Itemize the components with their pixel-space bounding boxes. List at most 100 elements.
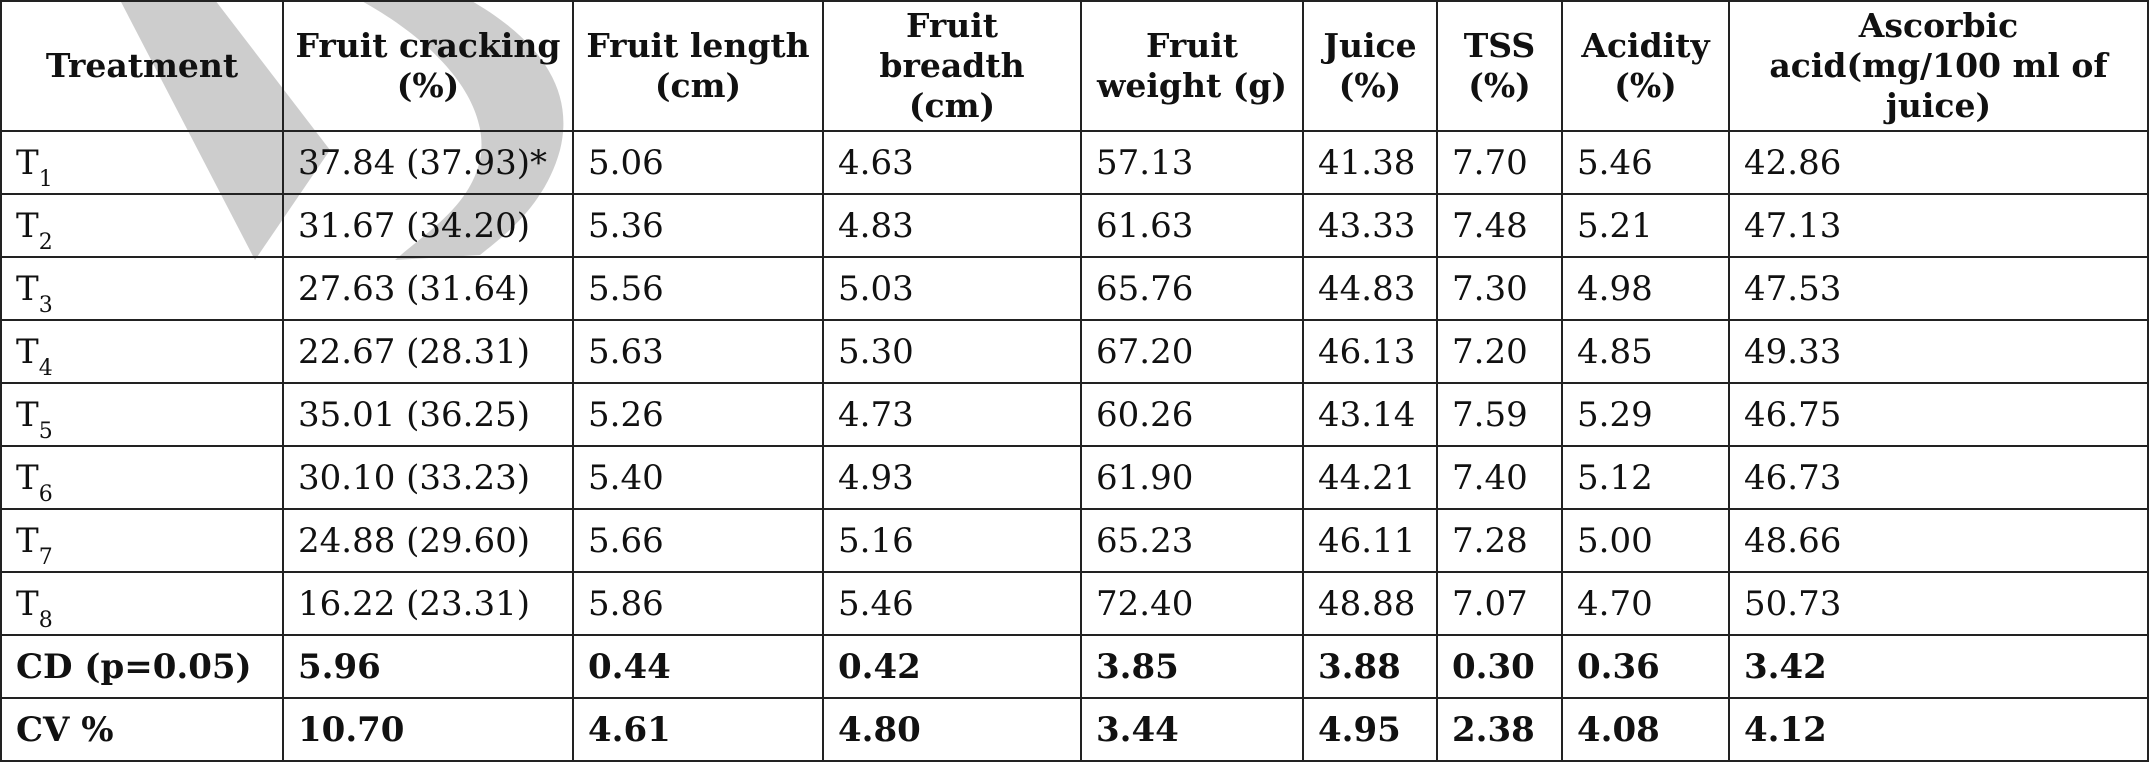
treatment-label: T <box>16 205 39 246</box>
fruit-length-cell: 5.40 <box>572 445 824 510</box>
fruit-length-cell: 5.56 <box>572 256 824 321</box>
table-row: T3 27.63 (31.64) 5.56 5.03 65.76 44.83 7… <box>0 256 2149 321</box>
ascorbic-acid-cell: 48.66 <box>1728 508 2149 573</box>
fruit-weight-cell: 57.13 <box>1080 130 1304 195</box>
juice-cell: 48.88 <box>1302 571 1438 636</box>
tss-cell: 7.07 <box>1436 571 1563 636</box>
fruit-cracking-cell: 16.22 (23.31) <box>282 571 574 636</box>
acidity-cell: 4.85 <box>1561 319 1730 384</box>
header-fruit-cracking: Fruit cracking (%) <box>282 0 574 132</box>
acidity-cell: 5.21 <box>1561 193 1730 258</box>
treatment-subscript: 4 <box>38 355 53 381</box>
acidity-cell: 5.00 <box>1561 508 1730 573</box>
tss-cell: 7.20 <box>1436 319 1563 384</box>
ascorbic-acid-cell: 47.53 <box>1728 256 2149 321</box>
ascorbic-acid-cell: 50.73 <box>1728 571 2149 636</box>
treatment-cell: T8 <box>0 571 284 636</box>
cv-acidity: 4.08 <box>1561 697 1730 762</box>
header-acidity: Acidity (%) <box>1561 0 1730 132</box>
treatment-subscript: 3 <box>38 292 53 318</box>
cv-row: CV % 10.70 4.61 4.80 3.44 4.95 2.38 4.08… <box>0 697 2149 762</box>
acidity-cell: 5.29 <box>1561 382 1730 447</box>
cv-fruit-breadth: 4.80 <box>822 697 1082 762</box>
tss-cell: 7.30 <box>1436 256 1563 321</box>
treatment-subscript: 1 <box>38 166 53 192</box>
cd-fruit-breadth: 0.42 <box>822 634 1082 699</box>
fruit-cracking-cell: 31.67 (34.20) <box>282 193 574 258</box>
fruit-cracking-cell: 22.67 (28.31) <box>282 319 574 384</box>
juice-cell: 44.21 <box>1302 445 1438 510</box>
fruit-breadth-cell: 5.03 <box>822 256 1082 321</box>
table-row: T7 24.88 (29.60) 5.66 5.16 65.23 46.11 7… <box>0 508 2149 573</box>
table-row: T6 30.10 (33.23) 5.40 4.93 61.90 44.21 7… <box>0 445 2149 510</box>
cd-row: CD (p=0.05) 5.96 0.44 0.42 3.85 3.88 0.3… <box>0 634 2149 699</box>
cv-fruit-length: 4.61 <box>572 697 824 762</box>
treatment-label: T <box>16 520 39 561</box>
acidity-cell: 4.98 <box>1561 256 1730 321</box>
cd-fruit-length: 0.44 <box>572 634 824 699</box>
fruit-breadth-cell: 4.63 <box>822 130 1082 195</box>
fruit-weight-cell: 67.20 <box>1080 319 1304 384</box>
header-ascorbic-acid: Ascorbic acid(mg/100 ml of juice) <box>1728 0 2149 132</box>
cd-acidity: 0.36 <box>1561 634 1730 699</box>
fruit-breadth-cell: 5.16 <box>822 508 1082 573</box>
juice-cell: 46.11 <box>1302 508 1438 573</box>
treatment-subscript: 2 <box>38 229 53 255</box>
treatment-cell: T5 <box>0 382 284 447</box>
ascorbic-acid-cell: 46.73 <box>1728 445 2149 510</box>
cv-fruit-weight: 3.44 <box>1080 697 1304 762</box>
treatment-cell: T2 <box>0 193 284 258</box>
cv-tss: 2.38 <box>1436 697 1563 762</box>
table-row: T8 16.22 (23.31) 5.86 5.46 72.40 48.88 7… <box>0 571 2149 636</box>
fruit-weight-cell: 65.23 <box>1080 508 1304 573</box>
header-fruit-weight: Fruit weight (g) <box>1080 0 1304 132</box>
table-row: T1 37.84 (37.93)* 5.06 4.63 57.13 41.38 … <box>0 130 2149 195</box>
tss-cell: 7.40 <box>1436 445 1563 510</box>
header-row: Treatment Fruit cracking (%) Fruit lengt… <box>0 0 2149 132</box>
cd-label: CD (p=0.05) <box>0 634 284 699</box>
treatment-cell: T6 <box>0 445 284 510</box>
treatment-cell: T7 <box>0 508 284 573</box>
juice-cell: 44.83 <box>1302 256 1438 321</box>
tss-cell: 7.59 <box>1436 382 1563 447</box>
tss-cell: 7.28 <box>1436 508 1563 573</box>
treatment-subscript: 6 <box>38 481 53 507</box>
treatment-subscript: 7 <box>38 544 53 570</box>
fruit-length-cell: 5.63 <box>572 319 824 384</box>
table-row: T2 31.67 (34.20) 5.36 4.83 61.63 43.33 7… <box>0 193 2149 258</box>
table-row: T5 35.01 (36.25) 5.26 4.73 60.26 43.14 7… <box>0 382 2149 447</box>
cv-label: CV % <box>0 697 284 762</box>
cd-ascorbic-acid: 3.42 <box>1728 634 2149 699</box>
cv-ascorbic-acid: 4.12 <box>1728 697 2149 762</box>
treatment-label: T <box>16 457 39 498</box>
acidity-cell: 4.70 <box>1561 571 1730 636</box>
header-fruit-length: Fruit length (cm) <box>572 0 824 132</box>
treatment-subscript: 5 <box>38 418 53 444</box>
fruit-weight-cell: 61.63 <box>1080 193 1304 258</box>
cd-juice: 3.88 <box>1302 634 1438 699</box>
treatment-label: T <box>16 583 39 624</box>
fruit-cracking-cell: 24.88 (29.60) <box>282 508 574 573</box>
cv-fruit-cracking: 10.70 <box>282 697 574 762</box>
fruit-weight-cell: 61.90 <box>1080 445 1304 510</box>
cd-fruit-cracking: 5.96 <box>282 634 574 699</box>
treatment-cell: T4 <box>0 319 284 384</box>
treatment-cell: T1 <box>0 130 284 195</box>
table-row: T4 22.67 (28.31) 5.63 5.30 67.20 46.13 7… <box>0 319 2149 384</box>
fruit-weight-cell: 65.76 <box>1080 256 1304 321</box>
fruit-breadth-cell: 5.30 <box>822 319 1082 384</box>
ascorbic-acid-cell: 49.33 <box>1728 319 2149 384</box>
header-juice: Juice (%) <box>1302 0 1438 132</box>
treatment-label: T <box>16 142 39 183</box>
fruit-cracking-cell: 35.01 (36.25) <box>282 382 574 447</box>
fruit-length-cell: 5.86 <box>572 571 824 636</box>
juice-cell: 46.13 <box>1302 319 1438 384</box>
fruit-length-cell: 5.36 <box>572 193 824 258</box>
fruit-cracking-cell: 27.63 (31.64) <box>282 256 574 321</box>
ascorbic-acid-cell: 46.75 <box>1728 382 2149 447</box>
fruit-weight-cell: 72.40 <box>1080 571 1304 636</box>
juice-cell: 43.33 <box>1302 193 1438 258</box>
ascorbic-acid-cell: 42.86 <box>1728 130 2149 195</box>
tss-cell: 7.70 <box>1436 130 1563 195</box>
